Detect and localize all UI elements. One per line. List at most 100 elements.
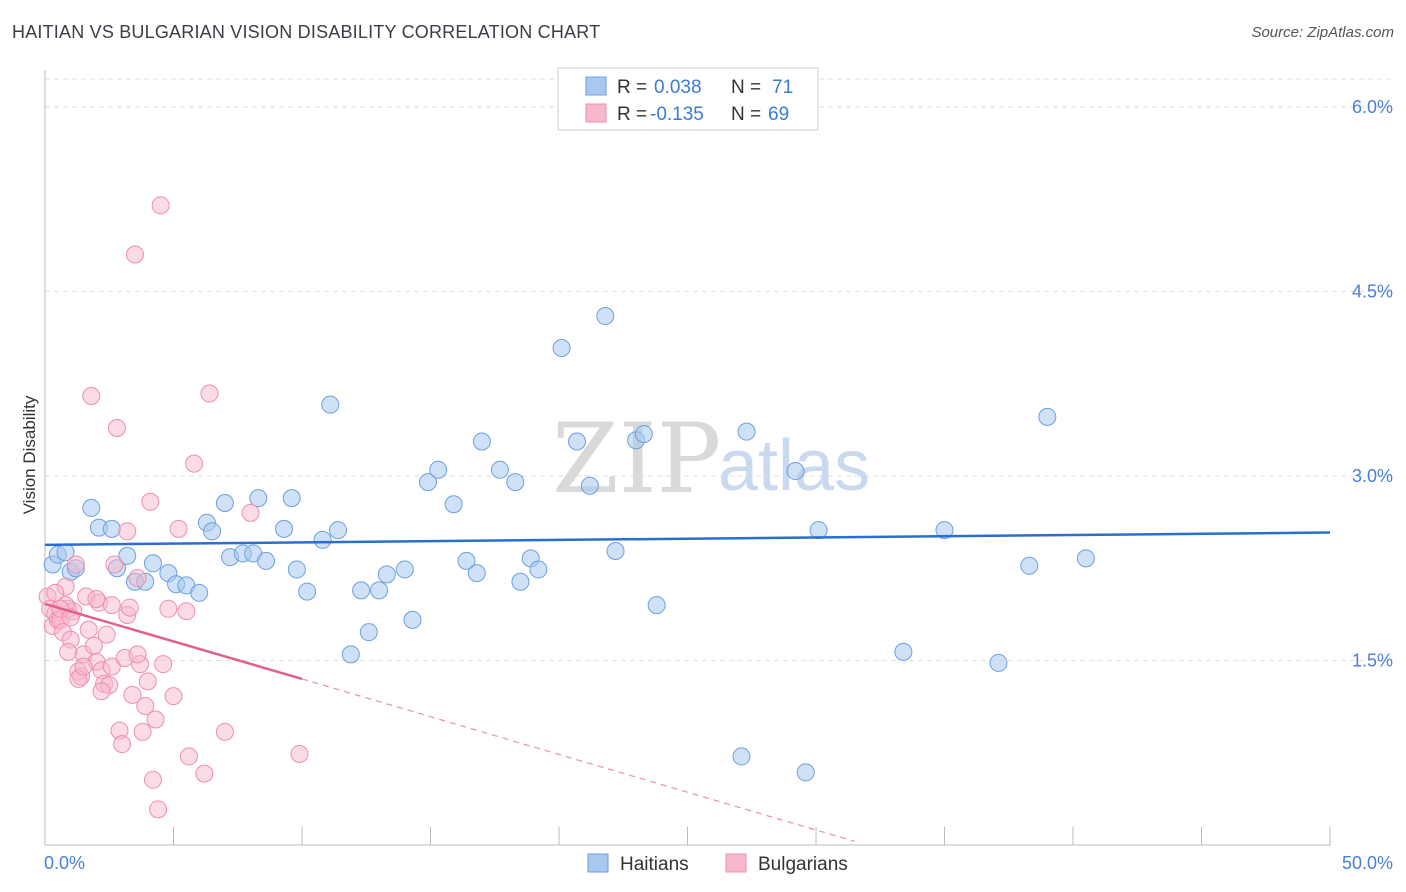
- legend-r-value: -0.135: [650, 104, 704, 125]
- haitian-point: [282, 489, 301, 508]
- legend-n-label: N =: [731, 77, 761, 98]
- haitian-point: [377, 565, 396, 584]
- haitian-point: [634, 425, 653, 444]
- bulgarian-point: [79, 620, 98, 639]
- haitian-point: [275, 519, 294, 538]
- haitian-point: [395, 560, 414, 579]
- series-legend: Haitians Bulgarians: [587, 853, 848, 875]
- legend-swatch-bulgarians: [585, 103, 607, 123]
- bulgarian-point: [141, 492, 160, 511]
- y-axis-title: Vision Disability: [20, 395, 39, 514]
- haitian-point: [403, 610, 422, 629]
- bulgarian-point: [102, 657, 121, 676]
- haitian-point: [732, 747, 751, 766]
- haitian-point: [215, 494, 234, 513]
- bulgarian-point: [102, 596, 121, 615]
- legend-n-label: N =: [731, 104, 761, 125]
- haitian-point: [1038, 407, 1057, 426]
- bulgarian-point: [177, 602, 196, 621]
- haitian-point: [102, 519, 121, 538]
- watermark: ZIP atlas: [552, 403, 870, 515]
- haitian-point: [429, 460, 448, 479]
- haitian-point: [472, 432, 491, 451]
- haitian-point: [552, 339, 571, 358]
- bulgarian-point: [120, 598, 139, 617]
- bulgarian-point: [107, 418, 126, 437]
- watermark-zip: ZIP: [552, 403, 721, 515]
- series-haitians: [43, 307, 1095, 782]
- bulgarians-trend-line: [44, 602, 303, 681]
- series-bulgarians: [38, 196, 309, 819]
- bulgarian-point: [151, 196, 170, 215]
- haitian-point: [190, 583, 209, 602]
- haitian-point: [143, 554, 162, 573]
- haitian-point: [796, 763, 815, 782]
- haitian-point: [989, 653, 1008, 672]
- bulgarian-point: [74, 657, 93, 676]
- bulgarian-point: [169, 519, 188, 538]
- haitian-point: [580, 476, 599, 495]
- haitian-point: [511, 572, 530, 591]
- bulgarian-point: [200, 384, 219, 403]
- haitian-point: [444, 495, 463, 514]
- bulgarian-point: [66, 555, 85, 574]
- y-tick-label: 6.0%: [1352, 97, 1393, 117]
- haitian-point: [313, 530, 332, 549]
- haitian-point: [321, 395, 340, 414]
- chart-title: HAITIAN VS BULGARIAN VISION DISABILITY C…: [12, 22, 601, 42]
- haitian-point: [737, 422, 756, 441]
- bulgarian-point: [185, 454, 204, 473]
- bulgarian-point: [123, 685, 142, 704]
- haitian-point: [352, 581, 371, 600]
- bulgarian-point: [113, 735, 132, 754]
- bulgarian-point: [164, 687, 183, 706]
- bulgarian-point: [154, 655, 173, 674]
- trend-lines: [44, 531, 1331, 842]
- haitian-point: [786, 462, 805, 481]
- bulgarian-point: [128, 569, 147, 588]
- bulgarian-point: [118, 522, 137, 541]
- bulgarian-point: [87, 589, 106, 608]
- y-tick-label: 3.0%: [1352, 466, 1393, 486]
- bulgarian-point: [125, 245, 144, 264]
- source-credit: Source: ZipAtlas.com: [1251, 24, 1394, 41]
- bulgarian-point: [128, 645, 147, 664]
- legend-swatch-haitians: [587, 853, 609, 873]
- haitian-point: [341, 645, 360, 664]
- haitian-point: [606, 541, 625, 560]
- correlation-legend: R = 0.038 N = 71 R = -0.135 N = 69: [557, 67, 819, 131]
- haitian-point: [359, 623, 378, 642]
- legend-n-value: 69: [768, 104, 789, 125]
- haitian-point: [298, 582, 317, 601]
- axes: [44, 70, 1331, 846]
- grid-lines: [45, 78, 1395, 661]
- haitian-point: [935, 521, 954, 540]
- haitian-point: [529, 560, 548, 579]
- haitian-point: [567, 432, 586, 451]
- y-tick-label: 4.5%: [1352, 281, 1393, 301]
- bulgarian-point: [138, 672, 157, 691]
- bulgarian-point: [92, 682, 111, 701]
- haitian-point: [118, 546, 137, 565]
- haitian-point: [203, 522, 222, 541]
- haitian-point: [1020, 556, 1039, 575]
- legend-swatch-haitians: [585, 76, 607, 96]
- legend-label-haitians: Haitians: [620, 854, 689, 875]
- haitian-point: [647, 596, 666, 615]
- legend-r-value: 0.038: [654, 77, 702, 98]
- haitian-point: [1076, 549, 1095, 568]
- bulgarian-point: [290, 744, 309, 763]
- bulgarian-point: [97, 625, 116, 644]
- y-tick-labels: 1.5% 3.0% 4.5% 6.0%: [1352, 97, 1393, 671]
- bulgarian-point: [241, 503, 260, 522]
- bulgarian-point: [136, 696, 155, 715]
- haitian-point: [257, 551, 276, 570]
- legend-label-bulgarians: Bulgarians: [758, 854, 848, 875]
- bulgarians-trend-extension: [301, 678, 855, 842]
- y-tick-label: 1.5%: [1352, 650, 1393, 670]
- bulgarian-point: [133, 722, 152, 741]
- haitian-point: [370, 581, 389, 600]
- haitian-point: [894, 642, 913, 661]
- haitian-point: [287, 560, 306, 579]
